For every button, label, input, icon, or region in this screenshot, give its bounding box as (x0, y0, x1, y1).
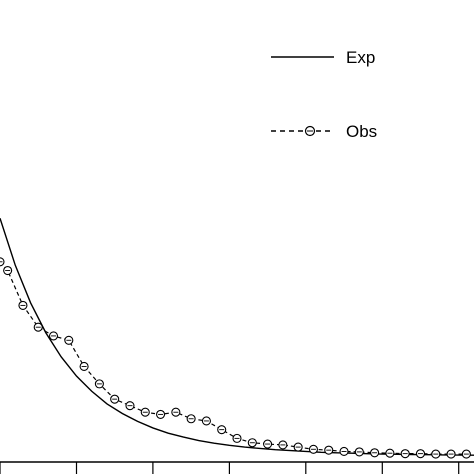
series-exp (0, 217, 474, 456)
obs-point-10 (140, 407, 150, 417)
obs-point-11 (156, 409, 166, 419)
x-ticks (0, 462, 460, 474)
obs-point-6 (79, 361, 89, 371)
legend-exp-label: Exp (346, 48, 375, 67)
obs-point-8 (110, 394, 120, 404)
obs-point-21 (308, 444, 319, 454)
obs-point-13 (186, 414, 196, 424)
obs-point-18 (263, 439, 273, 449)
obs-point-15 (217, 425, 227, 435)
obs-point-23 (339, 446, 349, 457)
obs-point-16 (232, 433, 242, 443)
obs-point-30 (446, 449, 456, 459)
obs-point-5 (64, 335, 74, 345)
obs-point-0 (0, 257, 5, 267)
obs-point-27 (400, 449, 410, 459)
obs-point-9 (125, 401, 135, 411)
obs-point-17 (247, 438, 257, 448)
obs-point-2 (18, 300, 28, 310)
obs-point-3 (33, 322, 43, 332)
obs-point-4 (48, 331, 59, 341)
axes (0, 461, 474, 474)
legend-item-obs: Obs (271, 122, 377, 141)
obs-point-25 (370, 448, 380, 458)
obs-point-24 (354, 447, 364, 457)
legend-item-exp: Exp (271, 48, 375, 67)
obs-point-20 (293, 442, 303, 452)
exp-line (0, 217, 474, 456)
obs-point-31 (461, 449, 471, 459)
series-obs (0, 257, 471, 459)
obs-point-19 (278, 440, 288, 450)
obs-point-1 (3, 265, 13, 276)
obs-point-14 (201, 416, 211, 426)
obs-point-12 (171, 407, 181, 417)
obs-point-26 (385, 448, 395, 458)
legend: Exp Obs (271, 48, 377, 141)
obs-point-7 (94, 379, 104, 389)
obs-line (0, 261, 467, 455)
obs-point-29 (431, 449, 441, 459)
obs-point-28 (415, 449, 426, 459)
obs-point-22 (324, 445, 334, 455)
legend-obs-label: Obs (346, 122, 377, 141)
